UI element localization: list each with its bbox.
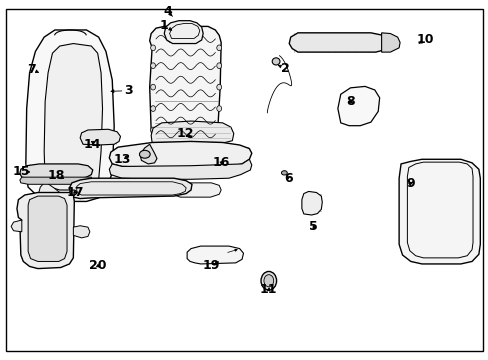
Text: 9: 9 (406, 177, 414, 190)
Text: 15: 15 (13, 165, 30, 177)
Ellipse shape (216, 84, 221, 90)
Ellipse shape (150, 106, 155, 111)
Polygon shape (80, 129, 120, 145)
Text: 10: 10 (416, 33, 433, 46)
Text: 5: 5 (308, 220, 317, 233)
Ellipse shape (150, 63, 155, 68)
Ellipse shape (216, 63, 221, 68)
Text: 1: 1 (160, 19, 168, 32)
Ellipse shape (150, 127, 155, 133)
Ellipse shape (264, 275, 273, 287)
Ellipse shape (272, 58, 280, 65)
Text: 13: 13 (113, 153, 130, 166)
Text: 2: 2 (281, 62, 289, 75)
Polygon shape (73, 226, 90, 238)
Ellipse shape (150, 84, 155, 90)
Polygon shape (170, 183, 221, 197)
Text: 19: 19 (203, 258, 220, 271)
Polygon shape (11, 220, 22, 232)
Polygon shape (187, 246, 243, 264)
Ellipse shape (150, 45, 155, 51)
Text: 16: 16 (212, 156, 229, 169)
Ellipse shape (216, 127, 221, 133)
Ellipse shape (216, 106, 221, 111)
Polygon shape (301, 192, 322, 215)
Ellipse shape (349, 39, 354, 46)
Polygon shape (149, 26, 221, 165)
Polygon shape (151, 121, 233, 143)
Polygon shape (17, 193, 74, 269)
Polygon shape (26, 30, 114, 202)
Text: 8: 8 (346, 95, 354, 108)
Polygon shape (140, 144, 157, 164)
Text: 18: 18 (47, 169, 64, 182)
Polygon shape (398, 159, 479, 264)
Polygon shape (96, 181, 112, 193)
Ellipse shape (362, 39, 367, 46)
Ellipse shape (150, 145, 155, 151)
Polygon shape (109, 159, 251, 179)
Polygon shape (20, 164, 93, 179)
Polygon shape (20, 177, 91, 184)
Ellipse shape (216, 45, 221, 51)
Text: 7: 7 (27, 63, 36, 76)
Text: 4: 4 (163, 5, 172, 18)
Ellipse shape (216, 145, 221, 151)
Text: 11: 11 (260, 283, 277, 296)
Polygon shape (109, 141, 251, 167)
Text: 20: 20 (89, 259, 106, 272)
Text: 14: 14 (84, 138, 102, 151)
Polygon shape (44, 44, 102, 190)
Polygon shape (69, 178, 192, 199)
Polygon shape (337, 86, 379, 126)
Text: 17: 17 (66, 186, 84, 199)
Ellipse shape (281, 171, 287, 175)
Ellipse shape (261, 271, 276, 290)
Text: 3: 3 (124, 84, 133, 97)
Ellipse shape (299, 39, 304, 46)
Polygon shape (164, 21, 203, 44)
Ellipse shape (310, 39, 315, 46)
Polygon shape (38, 182, 62, 207)
Text: 6: 6 (284, 172, 292, 185)
Ellipse shape (336, 39, 341, 46)
Ellipse shape (70, 190, 77, 195)
Polygon shape (28, 196, 67, 261)
Text: 12: 12 (176, 127, 194, 140)
Polygon shape (172, 52, 197, 54)
Polygon shape (288, 33, 389, 52)
Ellipse shape (139, 150, 150, 158)
Polygon shape (381, 33, 399, 52)
Ellipse shape (323, 39, 328, 46)
